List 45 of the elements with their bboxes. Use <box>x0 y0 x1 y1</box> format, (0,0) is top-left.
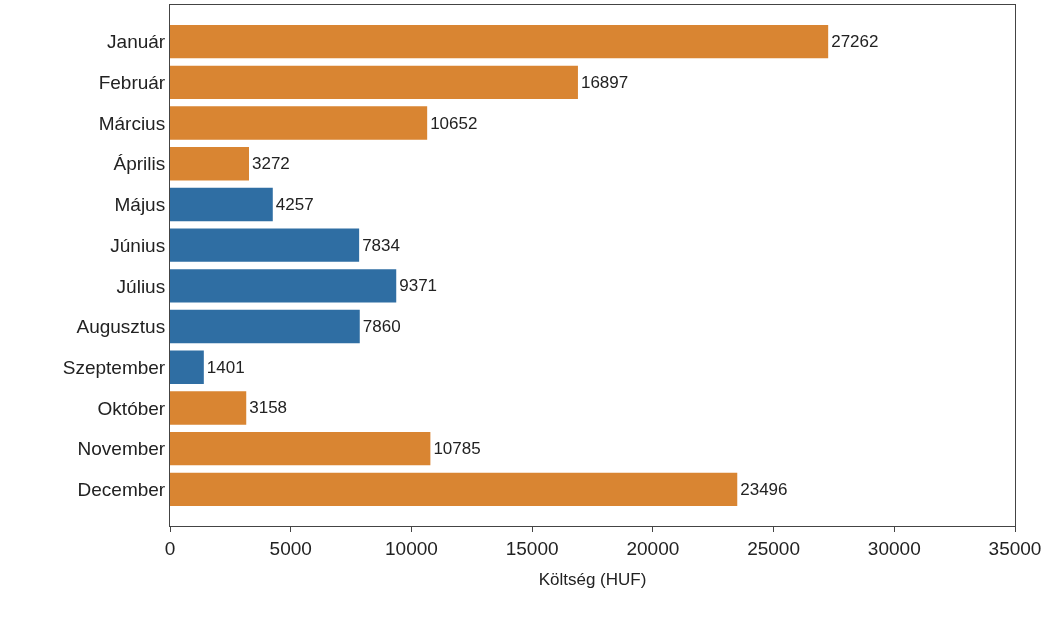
y-tick-label: Április <box>113 153 166 175</box>
y-tick-label: November <box>77 438 166 460</box>
bar <box>170 350 204 384</box>
data-label: 23496 <box>740 479 788 499</box>
y-tick-label: Szeptember <box>62 356 166 378</box>
data-label: 7834 <box>362 235 400 255</box>
bar <box>170 309 360 344</box>
y-tick-label: Augusztus <box>76 316 166 338</box>
data-label: 27262 <box>831 32 879 52</box>
y-tick-label: Február <box>98 71 166 93</box>
x-tick-label: 30000 <box>867 537 921 559</box>
y-tick-label: Május <box>114 194 166 216</box>
bar <box>170 228 360 262</box>
x-tick-label: 25000 <box>747 537 800 559</box>
bar <box>170 187 273 222</box>
bar <box>170 269 397 303</box>
bar <box>170 431 431 466</box>
y-tick-label: Október <box>97 397 166 419</box>
x-tick-label: 5000 <box>269 537 312 559</box>
y-tick-label: Június <box>110 234 166 256</box>
x-tick-label: 10000 <box>385 537 438 559</box>
y-tick-label: Január <box>107 31 166 53</box>
x-axis-title: Költség (HUF) <box>538 570 647 590</box>
x-tick-label: 20000 <box>626 537 680 559</box>
data-label: 10785 <box>433 439 481 459</box>
data-label: 1401 <box>206 357 245 377</box>
x-tick-label: 0 <box>164 537 176 559</box>
data-label: 10652 <box>430 113 478 133</box>
bar <box>170 391 247 425</box>
y-tick-label: Március <box>98 112 166 134</box>
data-label: 7860 <box>362 317 401 337</box>
data-label: 9371 <box>399 276 438 296</box>
data-label: 3272 <box>252 154 290 174</box>
y-tick-label: Július <box>116 275 166 297</box>
bar <box>170 472 738 507</box>
bar <box>170 106 428 140</box>
bar <box>170 24 829 59</box>
data-label: 16897 <box>580 72 629 92</box>
data-label: 3158 <box>249 398 288 418</box>
x-tick-label: 35000 <box>988 537 1042 559</box>
bar <box>170 147 249 181</box>
y-tick-label: December <box>77 479 166 501</box>
bar <box>170 65 578 100</box>
x-tick-label: 15000 <box>505 537 559 559</box>
data-label: 4257 <box>275 194 314 214</box>
